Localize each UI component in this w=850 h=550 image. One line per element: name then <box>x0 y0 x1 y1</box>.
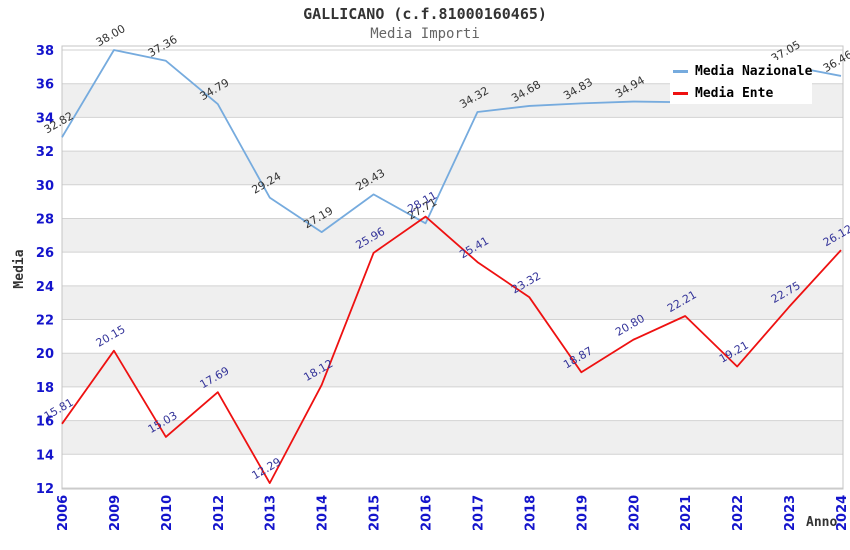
x-tick-label: 2009 <box>108 495 123 531</box>
y-tick-label: 28 <box>36 212 54 227</box>
x-tick-label: 2024 <box>835 495 850 531</box>
chart-title: GALLICANO (c.f.81000160465) <box>303 5 547 23</box>
plot-band <box>62 420 843 455</box>
chart-subtitle: Media Importi <box>370 26 480 42</box>
x-tick-label: 2015 <box>368 495 383 531</box>
media-ente-line-swatch-icon <box>673 91 688 95</box>
legend-item-media-ente: Media Ente <box>670 86 812 101</box>
x-tick-label: 2018 <box>523 495 538 531</box>
y-tick-label: 24 <box>36 280 54 295</box>
legend-item-media-nazionale: Media Nazionale <box>670 64 812 79</box>
plot-band <box>62 218 843 253</box>
x-tick-label: 2022 <box>731 495 746 531</box>
x-tick-label: 2013 <box>264 495 279 531</box>
y-tick-label: 36 <box>36 78 54 93</box>
x-tick-label: 2006 <box>56 495 71 531</box>
y-axis-title: Media <box>12 249 27 289</box>
y-tick-label: 38 <box>36 44 54 59</box>
y-tick-label: 32 <box>36 145 54 160</box>
plot-border <box>61 45 844 490</box>
y-tick-label: 34 <box>36 111 54 126</box>
plot-band <box>62 285 843 320</box>
legend: Media Nazionale Media Ente <box>670 60 812 104</box>
data-point-label: 15.81 <box>42 396 76 423</box>
x-tick-label: 2020 <box>627 495 642 531</box>
y-tick-label: 22 <box>36 314 54 329</box>
x-tick-label: 2012 <box>212 495 227 531</box>
x-axis-title: Anno <box>806 515 838 530</box>
y-tick-label: 26 <box>36 246 54 261</box>
x-tick-label: 2014 <box>316 495 331 531</box>
media-nazionale-line-swatch-icon <box>673 69 688 73</box>
x-tick-label: 2017 <box>471 495 486 531</box>
series-line-media-ente <box>61 215 842 485</box>
x-tick-label: 2016 <box>420 495 435 531</box>
y-tick-label: 18 <box>36 381 54 396</box>
x-tick-label: 2021 <box>679 495 694 531</box>
data-point-label: 37.36 <box>146 33 180 60</box>
y-tick-label: 30 <box>36 179 54 194</box>
y-tick-label: 20 <box>36 347 54 362</box>
y-tick-label: 16 <box>36 415 54 430</box>
data-point-label: 36.46 <box>821 48 850 75</box>
y-tick-label: 14 <box>36 448 54 463</box>
x-tick-label: 2023 <box>783 495 798 531</box>
legend-label: Media Ente <box>695 85 774 101</box>
x-tick-label: 2010 <box>160 495 175 531</box>
plot-band <box>62 151 843 185</box>
plot-band <box>62 353 843 387</box>
y-tick-label: 12 <box>36 482 54 497</box>
x-tick-label: 2019 <box>575 495 590 531</box>
data-point-label: 38.00 <box>94 22 128 49</box>
legend-label: Media Nazionale <box>695 63 813 79</box>
data-point-label: 20.15 <box>94 323 128 350</box>
